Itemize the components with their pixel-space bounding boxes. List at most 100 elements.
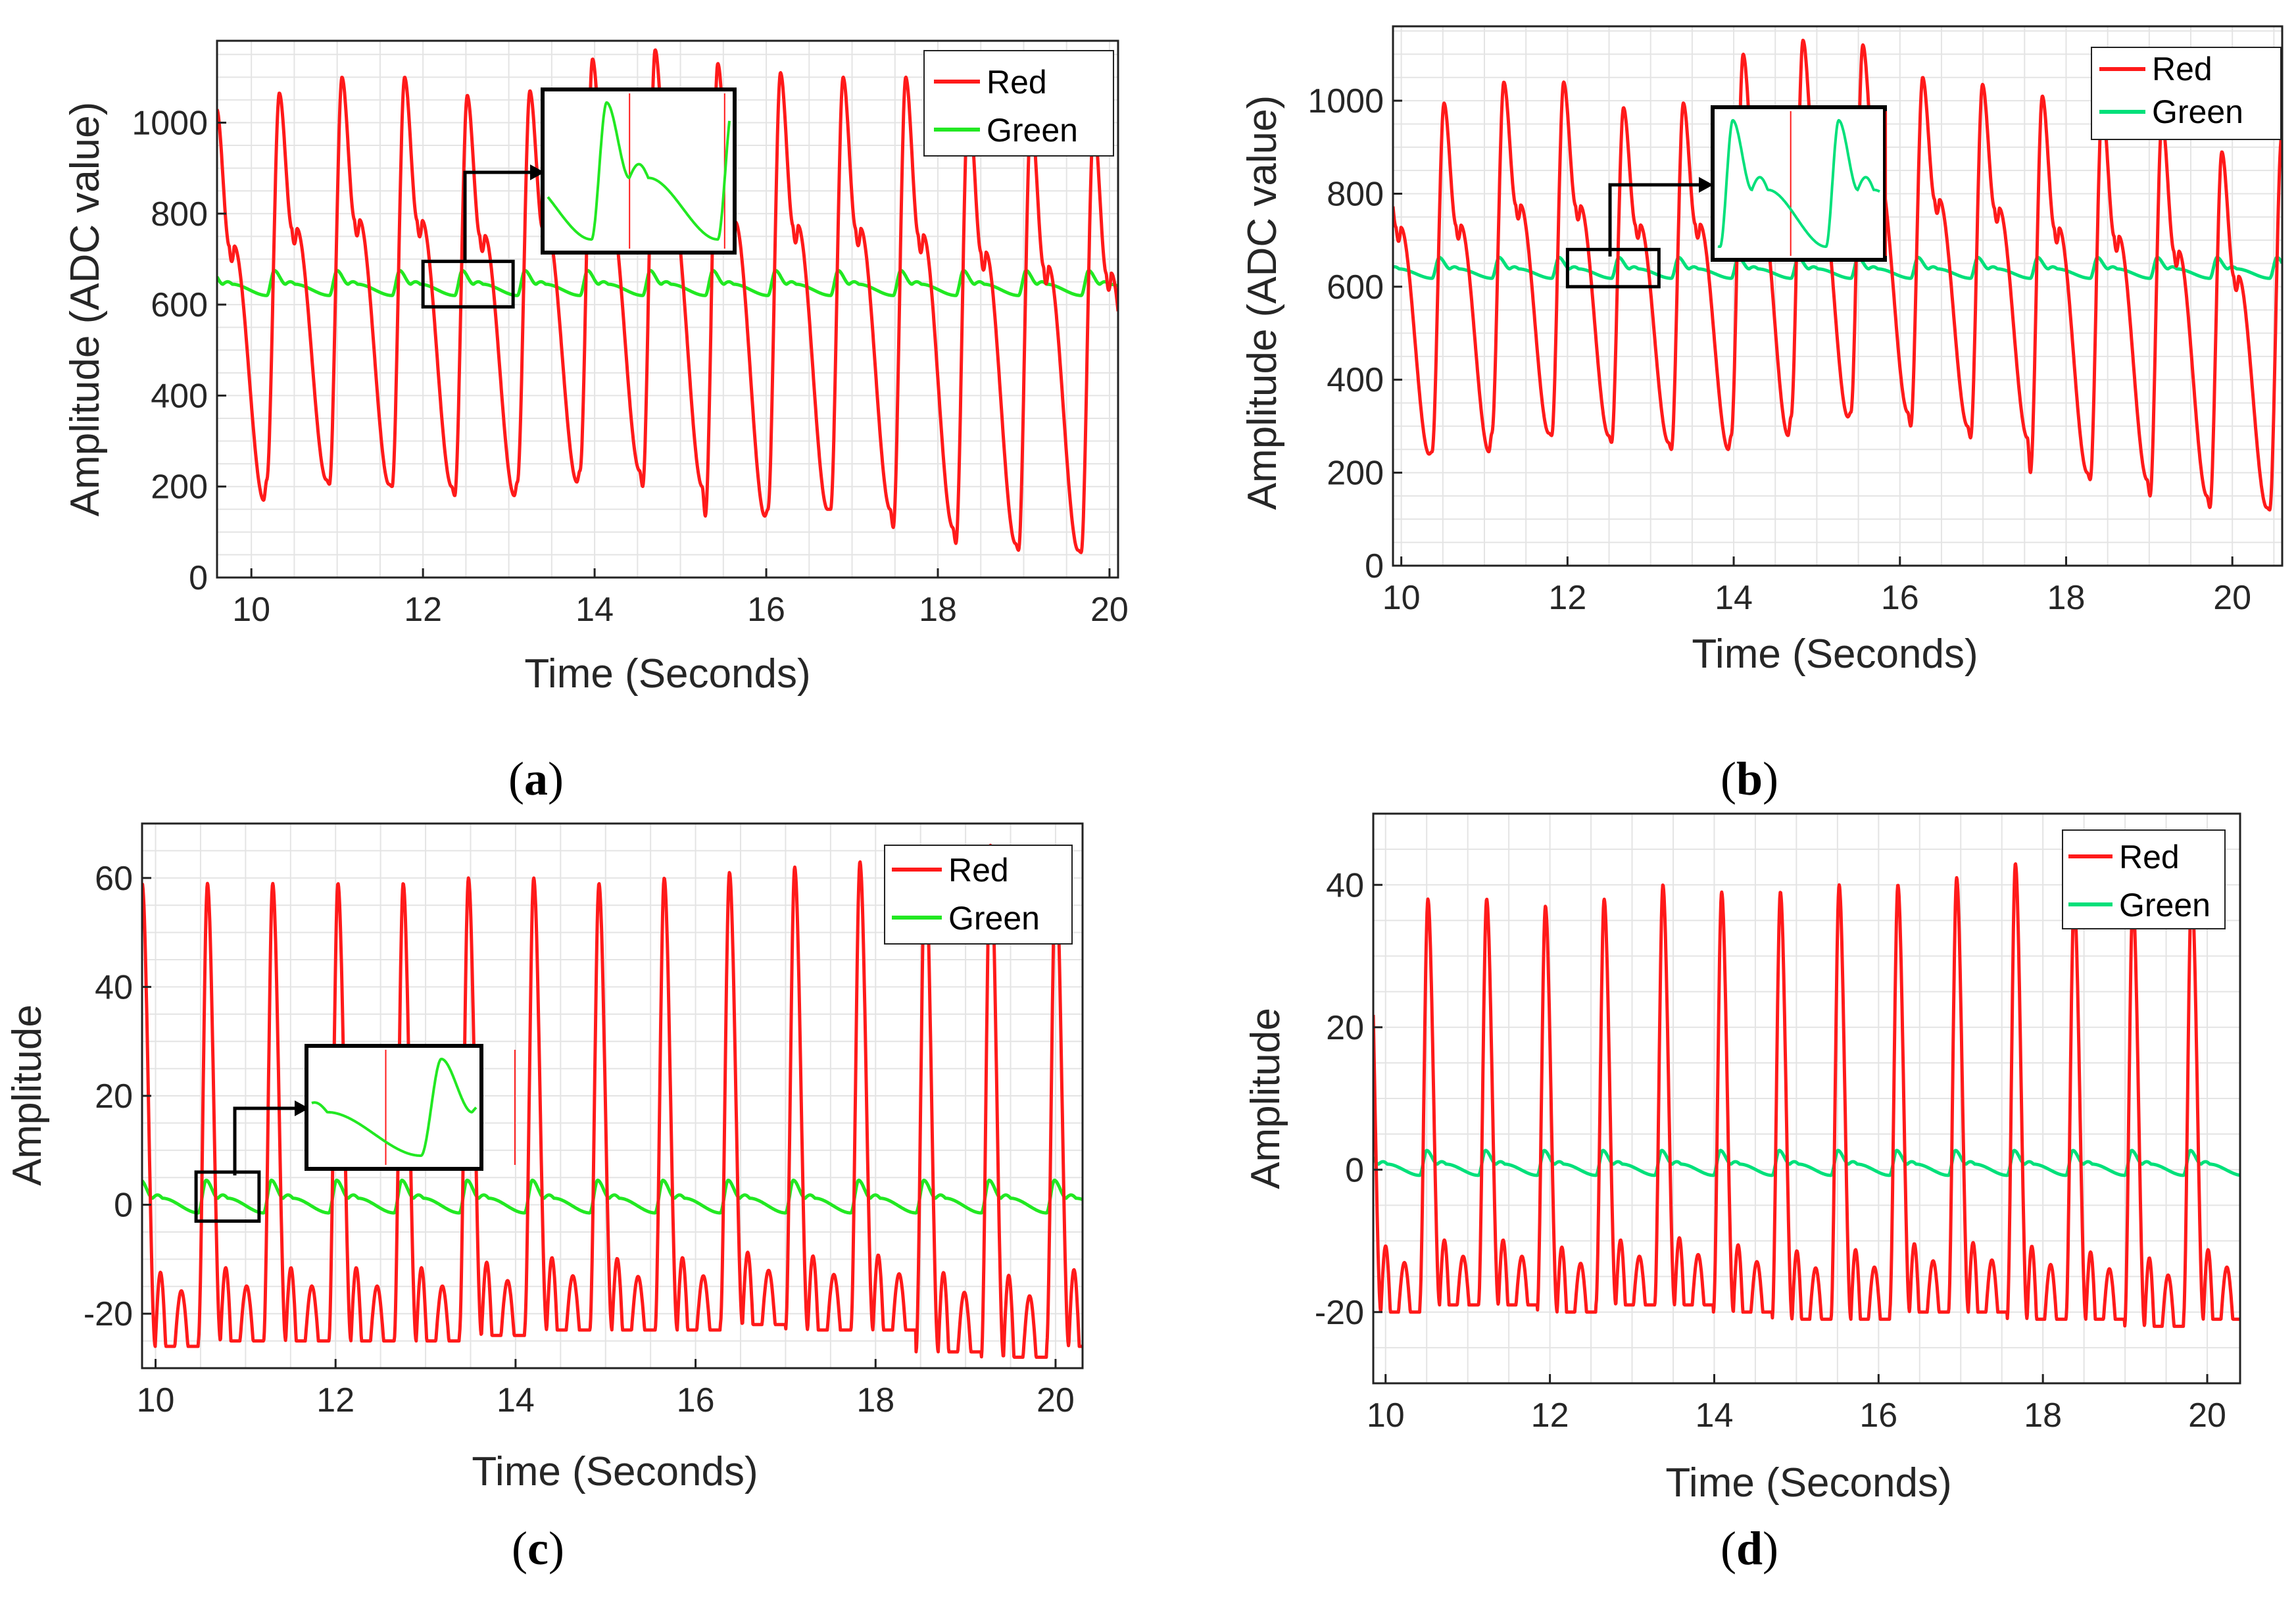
panel-b: 0 200 400 600 800 1000 10 12 14 16 18 20 Time (Sec… [1240, 25, 2284, 805]
panel-d-legend-red-label: Red [2119, 839, 2180, 875]
panel-d-caption: (d) [1721, 1522, 1778, 1575]
panel-d-y-tick-label: -20 [1315, 1294, 1364, 1332]
panel-c-inset-green-line [311, 1057, 477, 1157]
panel-d-y-axis-label: Amplitude [1243, 1008, 1288, 1189]
panel-b-series-red-line [1393, 38, 2282, 512]
panel-a-y-tick-label: 0 [189, 559, 208, 597]
panel-b-y-tick-label: 400 [1327, 361, 1384, 399]
panel-c-inset-box [305, 1044, 483, 1171]
panel-c-x-tick-label: 18 [856, 1381, 894, 1419]
panel-c-y-ticks: -20 0 20 40 60 [84, 860, 151, 1333]
panel-d-plot-area [1373, 862, 2240, 1328]
panel-b-y-tick-label: 600 [1327, 268, 1384, 307]
panel-b-y-tick-label: 200 [1327, 455, 1384, 493]
panel-a-x-tick-label: 16 [747, 591, 785, 629]
panel-a-x-tick-label: 10 [232, 591, 270, 629]
panel-a-zoom-box [421, 259, 515, 309]
panel-a-x-tick-label: 14 [575, 591, 614, 629]
panel-c-legend: Red Green [884, 845, 1073, 945]
panel-a-y-tick-label: 800 [151, 195, 208, 234]
panel-a-x-tick-label: 18 [919, 591, 957, 629]
panel-b-x-ticks: 10 12 14 16 18 20 [1382, 556, 2251, 617]
panel-d-x-tick-label: 18 [2024, 1396, 2062, 1435]
panel-b-inset-box [1711, 105, 1887, 262]
panel-b-inset-green-line [1717, 118, 1880, 248]
panel-a-x-tick-label: 12 [404, 591, 442, 629]
panel-d-x-tick-label: 14 [1696, 1396, 1734, 1435]
panel-a-inset-curves [547, 93, 731, 249]
panel-d-legend-green-label: Green [2119, 887, 2211, 924]
panel-b-y-ticks: 0 200 400 600 800 1000 [1307, 82, 1402, 585]
panel-d-legend-box [2062, 829, 2226, 929]
panel-d: -20 0 20 40 10 12 14 16 18 20 Time (Seconds) Amp… [1243, 812, 2241, 1575]
panel-b-x-tick-label: 18 [2047, 579, 2086, 617]
panel-c-x-tick-label: 10 [137, 1381, 175, 1419]
panel-c-x-ticks: 10 12 14 16 18 20 [137, 1359, 1075, 1419]
panel-d-x-ticks: 10 12 14 16 18 20 [1367, 1374, 2226, 1435]
panel-d-x-tick-label: 16 [1859, 1396, 1897, 1435]
panel-c-legend-green-label: Green [948, 900, 1040, 937]
panel-b-x-tick-label: 16 [1881, 579, 1919, 617]
panel-b-y-tick-label: 0 [1365, 547, 1384, 585]
panel-a-x-tick-label: 20 [1090, 591, 1129, 629]
panel-b-legend-green-label: Green [2152, 93, 2243, 130]
panel-a-legend-green-label: Green [987, 112, 1078, 149]
panel-d-y-tick-label: 40 [1326, 866, 1364, 904]
panel-c-zoom-arrowhead [295, 1100, 309, 1116]
panel-a-x-axis-label: Time (Seconds) [524, 651, 810, 697]
panel-b-x-tick-label: 12 [1548, 579, 1586, 617]
panel-c-y-axis-label: Amplitude [5, 1004, 50, 1186]
panel-c-x-tick-label: 16 [677, 1381, 715, 1419]
panel-d-axes-frame [1372, 812, 2241, 1385]
panel-b-series-green-line [1393, 255, 2282, 280]
panel-a-zoom-arrowhead [530, 164, 545, 180]
panel-c-caption: (c) [512, 1522, 564, 1575]
panel-b-inset-curves [1717, 111, 1888, 256]
panel-c: -20 0 20 40 60 10 12 14 16 18 20 Time (Seconds) A… [5, 822, 1084, 1575]
panel-b-legend-red-label: Red [2152, 51, 2212, 87]
panel-b-plot-area [1393, 38, 2282, 512]
panel-c-y-tick-label: 0 [114, 1187, 133, 1225]
panel-b-y-tick-label: 1000 [1307, 82, 1384, 120]
panel-c-y-tick-label: 20 [95, 1077, 133, 1116]
panel-c-x-tick-label: 12 [316, 1381, 354, 1419]
panel-a-y-tick-label: 400 [151, 377, 208, 415]
panel-b-caption: (b) [1721, 752, 1778, 805]
panel-a-series-green-line [217, 268, 1118, 297]
panel-d-legend: Red Green [2062, 829, 2226, 929]
panel-c-x-axis-label: Time (Seconds) [472, 1449, 758, 1494]
panel-c-legend-red-label: Red [948, 852, 1009, 889]
panel-c-y-tick-label: 60 [95, 860, 133, 898]
panel-a-caption: (a) [508, 752, 564, 805]
panel-d-series-green-line [1373, 1148, 2240, 1177]
panel-b-zoom-arrow [1608, 183, 1703, 257]
panel-a-y-tick-label: 600 [151, 286, 208, 324]
panel-a-inset-green-line [547, 101, 731, 241]
panel-d-x-axis-label: Time (Seconds) [1665, 1460, 1951, 1506]
panel-c-x-tick-label: 20 [1037, 1381, 1075, 1419]
panel-d-x-tick-label: 10 [1367, 1396, 1405, 1435]
panel-c-zoom-box [194, 1170, 261, 1223]
panel-b-zoom-arrowhead [1699, 177, 1713, 193]
panel-a-y-tick-label: 1000 [132, 104, 208, 142]
panel-c-legend-box [884, 845, 1073, 945]
panel-a-x-ticks: 10 12 14 16 18 20 [232, 568, 1129, 629]
panel-a-legend-box [923, 50, 1114, 157]
panel-c-inset-curves [311, 1050, 516, 1165]
panel-b-zoom-callout [1565, 105, 1888, 289]
panel-a-inset-box [541, 87, 737, 255]
panel-b-legend-box [2091, 47, 2282, 140]
panel-b-legend: Red Green [2091, 47, 2282, 140]
panel-c-zoom-arrow [233, 1106, 299, 1175]
panel-a-y-ticks: 0 200 400 600 800 1000 [132, 104, 226, 597]
panel-d-y-ticks: -20 0 20 40 [1315, 866, 1382, 1332]
panel-c-zoom-callout [194, 1044, 516, 1223]
panel-a-zoom-arrow [463, 170, 535, 263]
panel-d-series-red-line [1373, 862, 2240, 1328]
panel-c-y-tick-label: -20 [84, 1295, 133, 1333]
panel-c-x-tick-label: 14 [497, 1381, 535, 1419]
panel-a-legend: Red Green [923, 50, 1114, 157]
panel-b-y-axis-label: Amplitude (ADC value) [1240, 95, 1285, 510]
panel-d-x-tick-label: 20 [2188, 1396, 2226, 1435]
